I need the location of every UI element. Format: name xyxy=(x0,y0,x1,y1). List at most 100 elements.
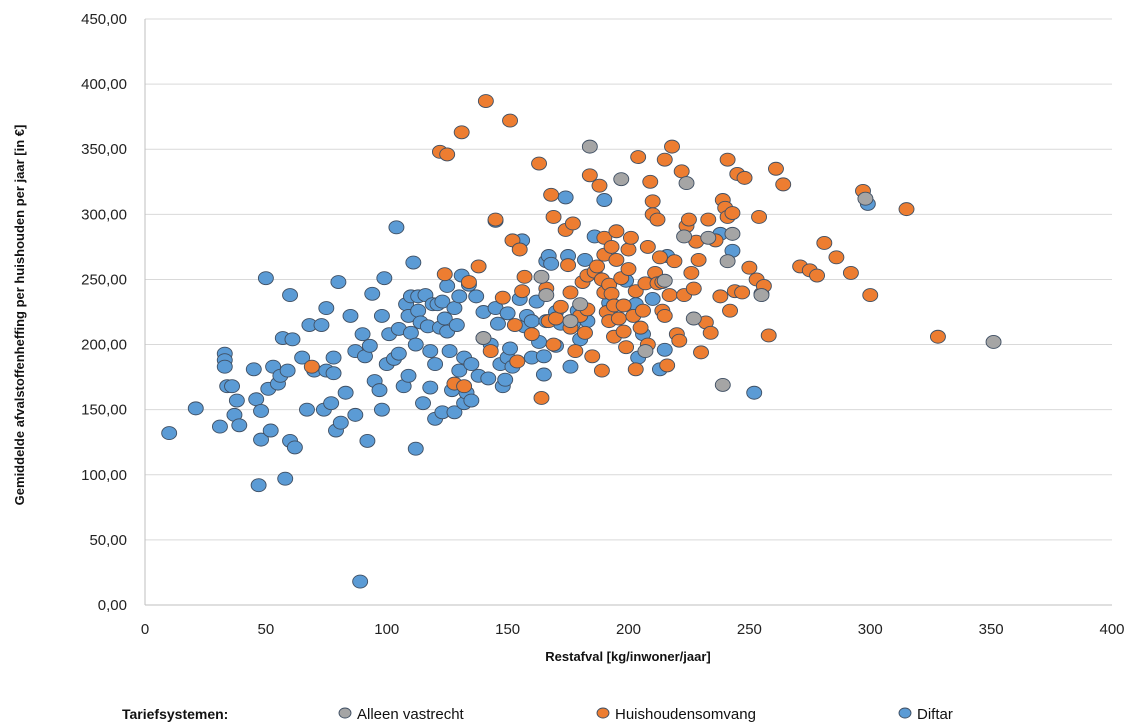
point-huishoudensomvang xyxy=(898,202,915,217)
point-huishoudensomvang xyxy=(482,344,499,359)
point-diftar xyxy=(499,306,516,321)
y-tick-label: 400,00 xyxy=(81,76,127,93)
point-diftar xyxy=(523,314,540,329)
point-diftar xyxy=(468,289,485,304)
point-diftar xyxy=(410,303,427,318)
point-huishoudensomvang xyxy=(456,379,473,394)
legend-items: Alleen vastrecht Huishoudensomvang Diftar xyxy=(338,706,953,722)
point-huishoudensomvang xyxy=(523,327,540,342)
point-huishoudensomvang xyxy=(724,206,741,220)
point-huishoudensomvang xyxy=(741,260,758,275)
point-huishoudensomvang xyxy=(760,328,777,343)
point-diftar xyxy=(596,193,613,207)
point-diftar xyxy=(463,393,480,408)
legend: Tariefsystemen: Alleen vastrecht Huishoud… xyxy=(122,706,953,722)
point-huishoudensomvang xyxy=(487,212,504,227)
point-diftar xyxy=(286,440,303,455)
point-diftar xyxy=(463,357,480,372)
point-huishoudensomvang xyxy=(615,324,632,339)
point-diftar xyxy=(376,271,393,286)
y-tick-label: 350,00 xyxy=(81,141,127,158)
x-tick-label: 400 xyxy=(1099,621,1124,638)
point-diftar xyxy=(248,392,265,407)
point-huishoudensomvang xyxy=(560,258,577,273)
point-diftar xyxy=(405,255,422,270)
point-diftar xyxy=(257,271,274,286)
point-huishoudensomvang xyxy=(470,259,487,274)
point-diftar xyxy=(402,325,419,340)
point-diftar xyxy=(388,220,405,235)
point-alleen-vastrecht xyxy=(613,172,630,187)
point-huishoudensomvang xyxy=(642,174,659,189)
point-huishoudensomvang xyxy=(651,250,668,265)
point-huishoudensomvang xyxy=(690,252,707,267)
point-diftar xyxy=(415,396,431,411)
point-huishoudensomvang xyxy=(685,281,702,296)
point-huishoudensomvang xyxy=(661,288,678,303)
point-huishoudensomvang xyxy=(683,265,700,280)
point-huishoudensomvang xyxy=(545,337,562,352)
point-huishoudensomvang xyxy=(816,236,833,250)
point-alleen-vastrecht xyxy=(676,229,693,244)
point-diftar xyxy=(364,286,381,301)
point-diftar xyxy=(262,423,279,438)
point-huishoudensomvang xyxy=(603,239,620,254)
point-huishoudensomvang xyxy=(567,344,584,359)
point-huishoudensomvang xyxy=(494,290,511,305)
y-tick-label: 450,00 xyxy=(81,11,127,28)
point-diftar xyxy=(332,415,349,430)
point-diftar xyxy=(250,478,267,493)
point-diftar xyxy=(354,327,371,342)
point-diftar xyxy=(337,385,354,400)
y-tick-label: 150,00 xyxy=(81,402,127,419)
y-tick-label: 250,00 xyxy=(81,271,127,288)
x-tick-label: 50 xyxy=(258,621,275,638)
point-diftar xyxy=(422,344,439,359)
x-tick-label: 300 xyxy=(858,621,883,638)
point-huishoudensomvang xyxy=(734,285,751,300)
point-huishoudensomvang xyxy=(584,349,601,364)
point-alleen-vastrecht xyxy=(656,273,673,288)
point-huishoudensomvang xyxy=(514,284,531,299)
point-huishoudensomvang xyxy=(632,320,649,335)
point-alleen-vastrecht xyxy=(719,254,736,269)
point-alleen-vastrecht xyxy=(985,335,1002,349)
point-huishoudensomvang xyxy=(649,212,666,227)
point-huishoudensomvang xyxy=(622,230,639,245)
point-huishoudensomvang xyxy=(509,354,526,369)
point-diftar xyxy=(577,252,593,267)
point-huishoudensomvang xyxy=(618,340,635,355)
point-huishoudensomvang xyxy=(828,250,845,265)
y-tick-label: 300,00 xyxy=(81,206,127,223)
point-diftar xyxy=(216,359,233,374)
point-huishoudensomvang xyxy=(862,288,879,303)
point-diftar xyxy=(277,471,294,486)
point-diftar xyxy=(407,441,424,456)
point-alleen-vastrecht xyxy=(685,311,702,326)
legend-label-huishoudensomvang: Huishoudensomvang xyxy=(615,706,756,722)
point-huishoudensomvang xyxy=(627,362,644,377)
x-tick-label: 200 xyxy=(616,621,641,638)
point-diftar xyxy=(502,341,518,356)
point-alleen-vastrecht xyxy=(700,230,717,245)
point-huishoudensomvang xyxy=(564,216,581,231)
point-alleen-vastrecht xyxy=(572,297,589,312)
point-huishoudensomvang xyxy=(545,209,562,224)
point-huishoudensomvang xyxy=(635,303,651,318)
point-diftar xyxy=(371,383,388,398)
point-huishoudensomvang xyxy=(671,333,688,348)
point-huishoudensomvang xyxy=(659,358,676,373)
point-huishoudensomvang xyxy=(453,125,470,140)
point-diftar xyxy=(325,366,342,381)
point-diftar xyxy=(497,372,514,387)
legend-title: Tariefsystemen: xyxy=(122,706,228,722)
point-huishoudensomvang xyxy=(702,325,719,340)
point-huishoudensomvang xyxy=(533,390,550,405)
point-huishoudensomvang xyxy=(608,252,625,267)
point-diftar xyxy=(448,318,465,332)
point-huishoudensomvang xyxy=(506,318,523,332)
x-tick-label: 150 xyxy=(495,621,520,638)
point-diftar xyxy=(294,350,311,365)
point-huishoudensomvang xyxy=(589,259,606,274)
